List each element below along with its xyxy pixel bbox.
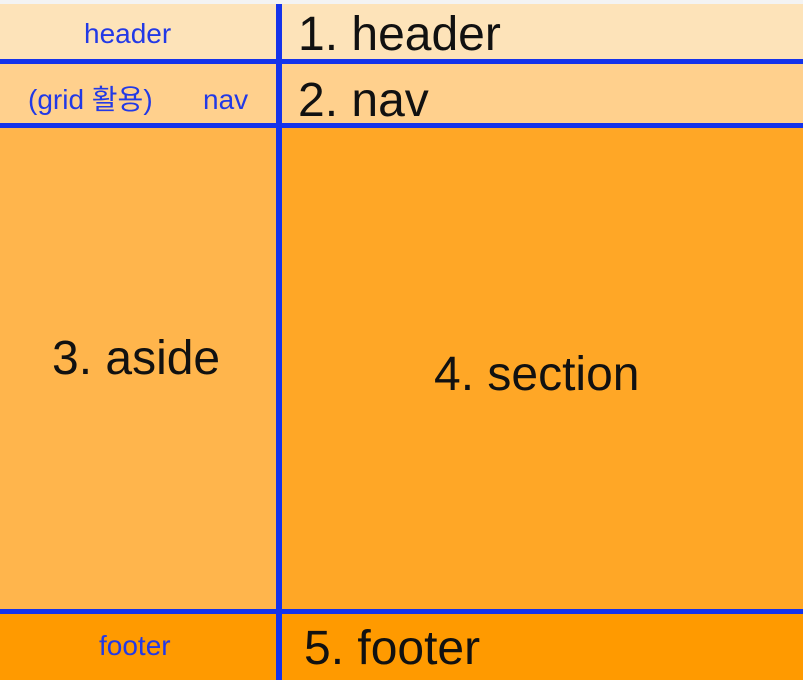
left-header-label: header (84, 18, 172, 49)
aside-panel (0, 126, 278, 612)
header-band (0, 4, 803, 61)
vertical-divider (276, 4, 282, 680)
nav-divider (0, 123, 803, 128)
footer-label: 5. footer (304, 622, 481, 675)
footer-band (0, 612, 803, 680)
section-panel (278, 126, 803, 612)
left-nav-label: nav (203, 84, 249, 115)
left-footer-label: footer (99, 630, 171, 661)
left-nav-prefix-label: (grid 활용) (28, 84, 153, 115)
nav-band (0, 61, 803, 126)
right-header-label: 1. header (298, 8, 501, 61)
footer-divider (0, 609, 803, 614)
aside-label: 3. aside (52, 332, 221, 385)
header-divider (0, 59, 803, 64)
right-nav-label: 2. nav (298, 74, 429, 127)
section-label: 4. section (434, 348, 640, 401)
